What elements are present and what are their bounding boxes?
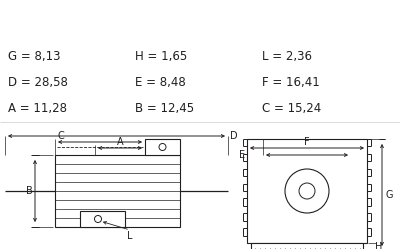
Bar [80,211,125,227]
Bar [247,139,367,243]
Text: B: B [26,186,33,196]
Text: E = 8,48: E = 8,48 [135,75,186,88]
Bar [251,243,363,249]
Text: D = 28,58: D = 28,58 [8,75,68,88]
Circle shape [299,183,315,199]
Text: B = 12,45: B = 12,45 [135,102,194,115]
Text: C = 15,24: C = 15,24 [262,102,321,115]
Text: L: L [127,231,132,241]
Text: G = 8,13: G = 8,13 [8,50,60,62]
Text: D: D [230,131,238,141]
Text: C: C [57,131,64,141]
Text: E: E [239,150,245,160]
Text: F: F [304,137,310,147]
Bar [145,139,180,155]
Bar [55,155,180,227]
Text: A = 11,28: A = 11,28 [8,102,67,115]
Text: G: G [386,190,394,200]
Text: A: A [117,137,123,147]
Text: F = 16,41: F = 16,41 [262,75,320,88]
Circle shape [159,143,166,150]
Text: H: H [375,242,382,249]
Circle shape [285,169,329,213]
Text: L = 2,36: L = 2,36 [262,50,312,62]
Text: H = 1,65: H = 1,65 [135,50,187,62]
Circle shape [94,215,102,223]
